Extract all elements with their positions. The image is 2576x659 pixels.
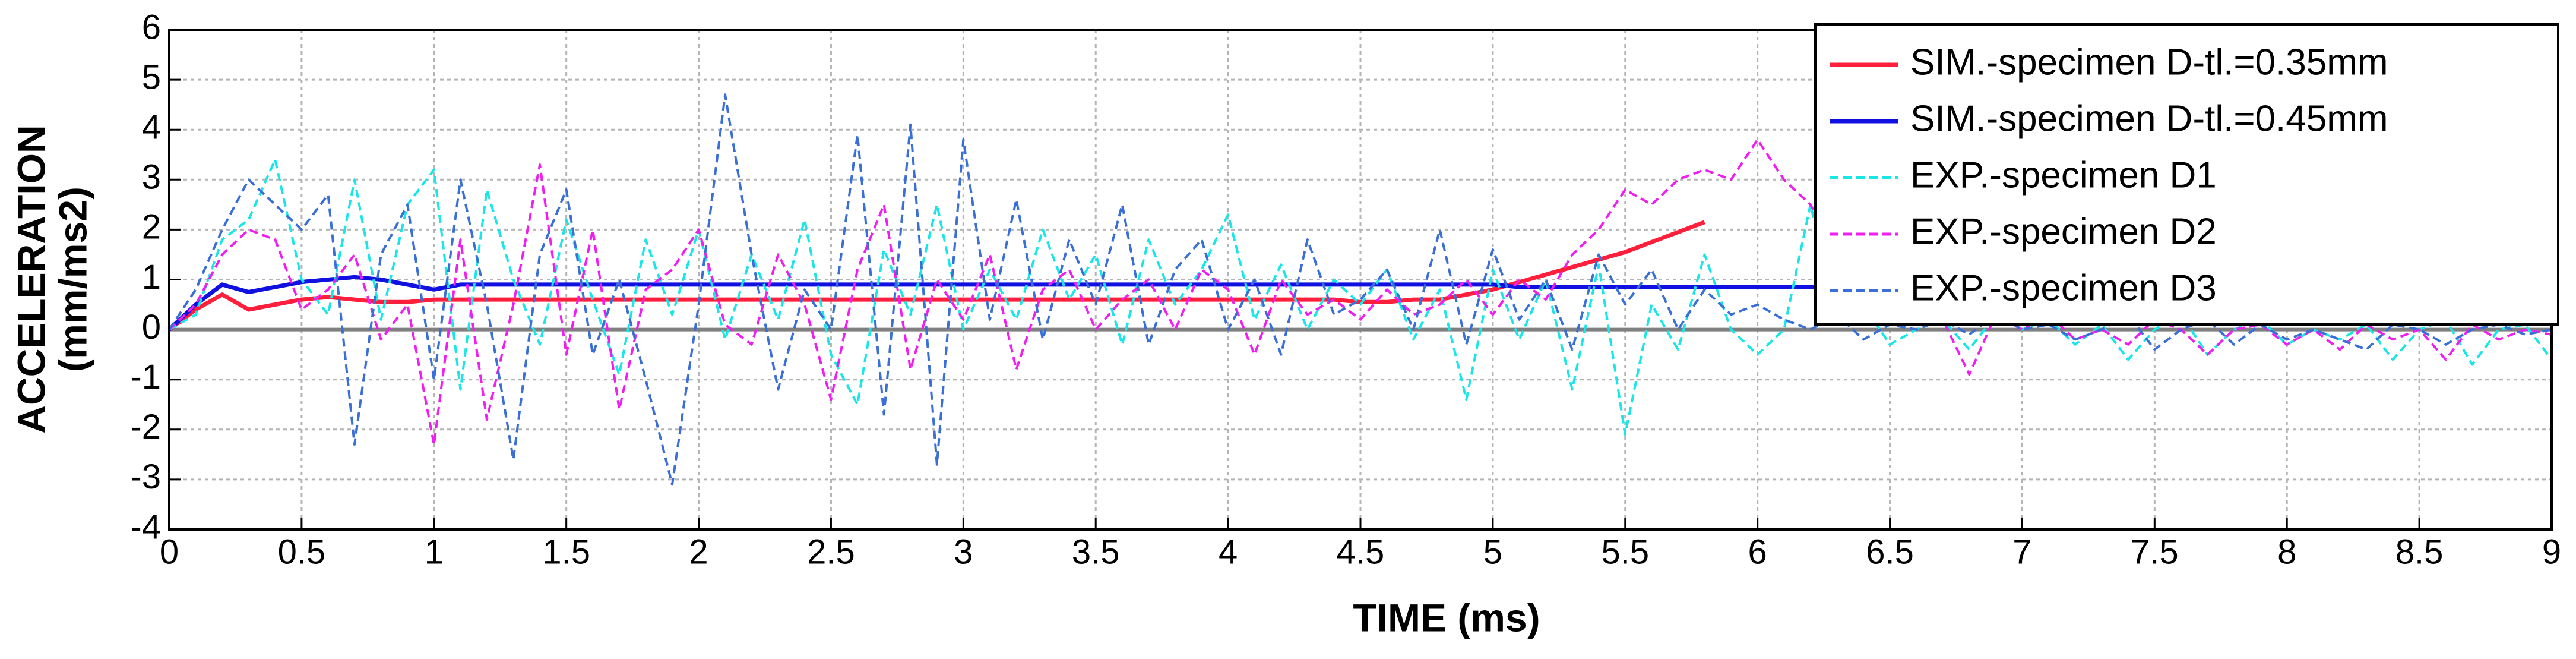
y-tick-label: 4 xyxy=(142,108,161,147)
series-line xyxy=(168,93,2552,486)
legend-label: EXP.-specimen D2 xyxy=(1910,211,2217,252)
x-tick-label: 3.5 xyxy=(1072,532,1120,571)
y-tick-label: 5 xyxy=(142,58,161,96)
x-axis-label: TIME (ms) xyxy=(1353,595,1540,639)
legend: SIM.-specimen D-tl.=0.35mm SIM.-specimen … xyxy=(1814,23,2559,326)
legend-label: EXP.-specimen D1 xyxy=(1910,154,2217,196)
x-tick-label: 3 xyxy=(954,532,973,571)
x-tick-label: 8 xyxy=(2277,532,2296,571)
x-tick-label: 6.5 xyxy=(1866,532,1914,571)
x-tick-label: 2 xyxy=(689,532,708,571)
legend-label: EXP.-specimen D3 xyxy=(1910,267,2217,308)
x-tick-label: 5 xyxy=(1483,532,1502,571)
y-axis-label: ACCELERATION xyxy=(9,125,53,433)
x-tick-label: 5.5 xyxy=(1601,532,1649,571)
legend-label: SIM.-specimen D-tl.=0.35mm xyxy=(1910,42,2388,83)
y-tick-label: 2 xyxy=(142,208,161,247)
x-tick-label: 1 xyxy=(425,532,444,571)
y-tick-label: -2 xyxy=(130,408,161,446)
series-line xyxy=(169,158,2553,436)
legend-label: SIM.-specimen D-tl.=0.45mm xyxy=(1910,98,2388,139)
x-tick-label: 1.5 xyxy=(542,532,590,571)
x-tick-label: 0.5 xyxy=(278,532,326,571)
x-tick-label: 9 xyxy=(2542,532,2561,571)
x-tick-label: 4 xyxy=(1219,532,1238,571)
y-tick-label: 1 xyxy=(142,258,161,297)
x-tick-label: 0 xyxy=(160,532,179,571)
x-tick-label: 8.5 xyxy=(2395,532,2444,571)
x-tick-label: 4.5 xyxy=(1337,532,1385,571)
x-tick-label: 7.5 xyxy=(2131,532,2179,571)
y-tick-label: -3 xyxy=(130,458,161,496)
y-axis-label: (mm/ms2) xyxy=(50,187,94,372)
x-tick-label: 2.5 xyxy=(807,532,855,571)
y-tick-label: 6 xyxy=(142,8,161,46)
series-line xyxy=(167,220,1705,332)
y-tick-label: -4 xyxy=(130,507,161,546)
y-tick-label: -1 xyxy=(130,358,161,396)
x-tick-label: 7 xyxy=(2012,532,2031,571)
y-tick-label: 3 xyxy=(142,158,161,197)
x-tick-label: 6 xyxy=(1748,532,1767,571)
legend-box xyxy=(1814,23,2559,326)
y-tick-label: 0 xyxy=(142,308,161,346)
